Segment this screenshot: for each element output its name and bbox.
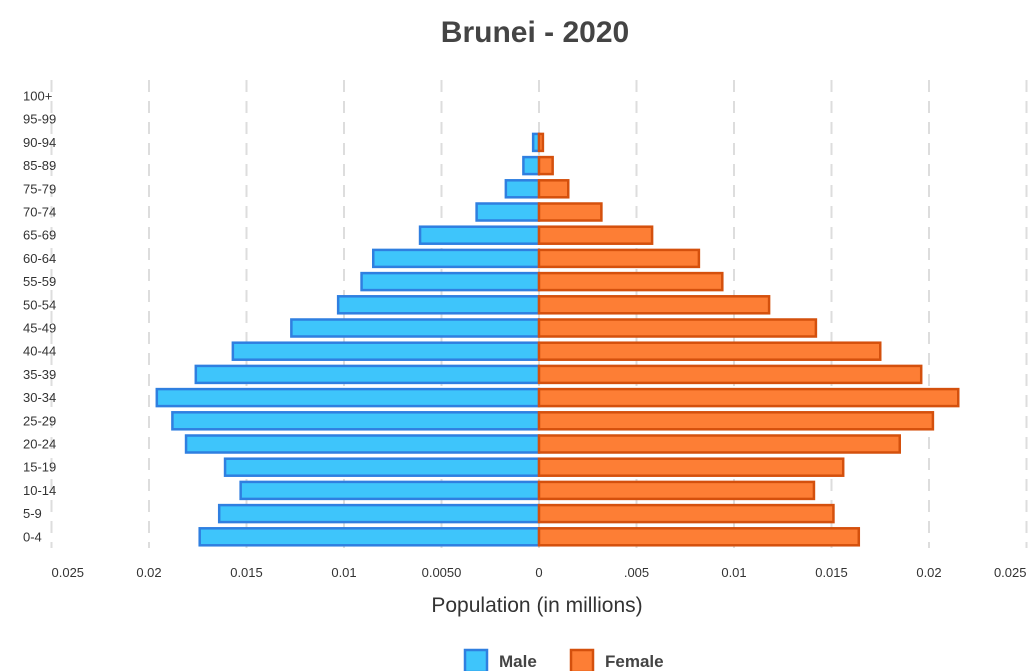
chart-title: Brunei - 2020 bbox=[441, 16, 629, 49]
y-tick-label: 90-94 bbox=[23, 135, 56, 150]
legend-swatch-male bbox=[463, 648, 489, 671]
bar-male-85-89 bbox=[522, 155, 541, 176]
x-tick-label: 0.015 bbox=[815, 565, 848, 580]
x-tick-label: 0.025 bbox=[52, 565, 85, 580]
bar-male-35-39 bbox=[194, 364, 541, 385]
bar-female-60-64 bbox=[537, 248, 701, 269]
bar-male-10-14 bbox=[239, 480, 541, 501]
bar-male-20-24 bbox=[184, 434, 541, 454]
y-tick-label: 85-89 bbox=[23, 158, 56, 173]
x-tick-label: 0 bbox=[535, 565, 542, 580]
y-tick-label: 75-79 bbox=[23, 181, 56, 196]
bar-female-0-4 bbox=[537, 527, 861, 547]
x-axis-label: Population (in millions) bbox=[431, 594, 642, 617]
bar-male-55-59 bbox=[360, 271, 541, 292]
bar-female-10-14 bbox=[537, 480, 816, 501]
bar-female-15-19 bbox=[537, 457, 845, 477]
bar-male-70-74 bbox=[475, 202, 541, 222]
bar-female-55-59 bbox=[537, 271, 724, 292]
bar-male-15-19 bbox=[223, 457, 541, 477]
x-tick-label: 0.02 bbox=[136, 565, 161, 580]
legend-label-male: Male bbox=[499, 652, 537, 671]
bar-male-50-54 bbox=[336, 295, 541, 315]
y-tick-label: 35-39 bbox=[23, 367, 56, 382]
bar-male-75-79 bbox=[504, 179, 541, 199]
y-tick-label: 65-69 bbox=[23, 228, 56, 243]
bar-male-65-69 bbox=[418, 225, 541, 245]
bar-female-20-24 bbox=[537, 434, 901, 454]
bar-female-40-44 bbox=[537, 341, 882, 361]
bar-male-0-4 bbox=[198, 527, 541, 547]
y-tick-label: 40-44 bbox=[23, 344, 56, 359]
bar-male-25-29 bbox=[171, 411, 541, 431]
bar-female-50-54 bbox=[537, 295, 771, 315]
y-tick-label: 30-34 bbox=[23, 390, 56, 405]
bar-female-70-74 bbox=[537, 202, 603, 222]
x-tick-label: 0.02 bbox=[916, 565, 941, 580]
x-tick-label: 0.025 bbox=[994, 565, 1027, 580]
y-tick-label: 20-24 bbox=[23, 437, 56, 452]
legend: Male Female bbox=[463, 648, 664, 671]
bar-male-30-34 bbox=[155, 387, 541, 408]
x-tick-label: .005 bbox=[624, 565, 649, 580]
bar-female-45-49 bbox=[537, 318, 818, 338]
y-tick-label: 5-9 bbox=[23, 506, 42, 521]
bar-male-60-64 bbox=[372, 248, 541, 269]
bar-female-90-94 bbox=[537, 132, 545, 153]
x-tick-label: 0.01 bbox=[331, 565, 356, 580]
x-axis-ticks: 0.025 0.02 0.015 0.01 0.0050 0 .005 0.01 0.015 0.… bbox=[52, 565, 1027, 580]
y-tick-label: 25-29 bbox=[23, 413, 56, 428]
y-tick-label: 70-74 bbox=[23, 205, 56, 220]
x-tick-label: 0.01 bbox=[721, 565, 746, 580]
y-tick-label: 10-14 bbox=[23, 483, 56, 498]
y-axis-ticks: 0-4 5-9 10-14 15-19 20-24 25-29 30-34 35-39 40-4… bbox=[23, 89, 56, 545]
bar-female-35-39 bbox=[537, 364, 923, 385]
bar-female-5-9 bbox=[537, 503, 835, 524]
y-tick-label: 55-59 bbox=[23, 274, 56, 289]
x-tick-label: 0.015 bbox=[230, 565, 263, 580]
bar-female-65-69 bbox=[537, 225, 654, 245]
y-tick-label: 15-19 bbox=[23, 460, 56, 475]
bars bbox=[155, 132, 960, 547]
y-tick-label: 60-64 bbox=[23, 251, 56, 266]
legend-swatch-female bbox=[569, 648, 595, 671]
bar-female-85-89 bbox=[537, 155, 554, 176]
y-tick-label: 50-54 bbox=[23, 297, 56, 312]
legend-label-female: Female bbox=[605, 652, 664, 671]
bar-female-25-29 bbox=[537, 411, 935, 431]
x-tick-label: 0.0050 bbox=[422, 565, 462, 580]
bar-male-40-44 bbox=[231, 341, 541, 361]
bar-female-75-79 bbox=[537, 179, 570, 199]
y-tick-label: 0-4 bbox=[23, 529, 42, 544]
y-tick-label: 100+ bbox=[23, 89, 52, 104]
bar-female-30-34 bbox=[537, 387, 960, 408]
bar-male-45-49 bbox=[290, 318, 541, 338]
bar-male-5-9 bbox=[217, 503, 541, 524]
y-tick-label: 95-99 bbox=[23, 112, 56, 127]
y-tick-label: 45-49 bbox=[23, 321, 56, 336]
